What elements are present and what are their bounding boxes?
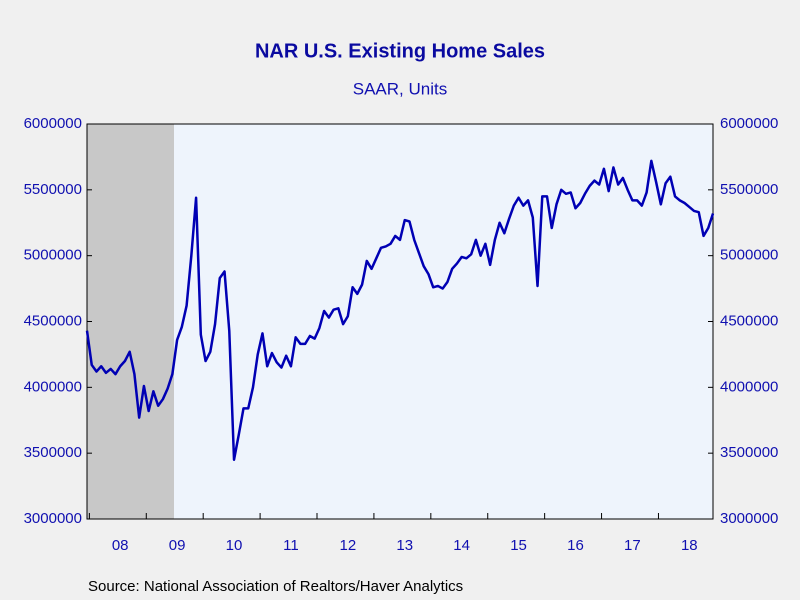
y2-tick-label: 4000000 (720, 378, 778, 395)
source-note: Source: National Association of Realtors… (88, 578, 463, 595)
x-tick-label: 18 (681, 537, 698, 554)
y-tick-label: 5500000 (24, 181, 82, 198)
y2-tick-label: 5500000 (720, 181, 778, 198)
y-tick-label: 3000000 (24, 510, 82, 527)
x-tick-label: 09 (169, 537, 186, 554)
chart-title: NAR U.S. Existing Home Sales (255, 40, 545, 62)
y-tick-label: 3500000 (24, 444, 82, 461)
y2-tick-label: 5000000 (720, 247, 778, 264)
y-tick-label: 5000000 (24, 247, 82, 264)
x-tick-label: 11 (283, 537, 299, 554)
y-tick-label: 4000000 (24, 378, 82, 395)
y2-tick-label: 6000000 (720, 115, 778, 132)
y-tick-label: 6000000 (24, 115, 82, 132)
recession-shade (87, 124, 174, 519)
y2-tick-label: 3000000 (720, 510, 778, 527)
chart-subtitle: SAAR, Units (353, 79, 447, 98)
x-tick-label: 16 (567, 537, 584, 554)
x-tick-label: 12 (339, 537, 356, 554)
x-tick-label: 15 (510, 537, 527, 554)
x-tick-label: 13 (396, 537, 413, 554)
x-tick-label: 08 (112, 537, 129, 554)
data-line (85, 159, 715, 461)
y-tick-label: 4500000 (24, 312, 82, 329)
y2-tick-label: 4500000 (720, 312, 778, 329)
y2-tick-label: 3500000 (720, 444, 778, 461)
x-tick-label: 17 (624, 537, 641, 554)
x-tick-label: 10 (226, 537, 243, 554)
x-tick-label: 14 (453, 537, 470, 554)
